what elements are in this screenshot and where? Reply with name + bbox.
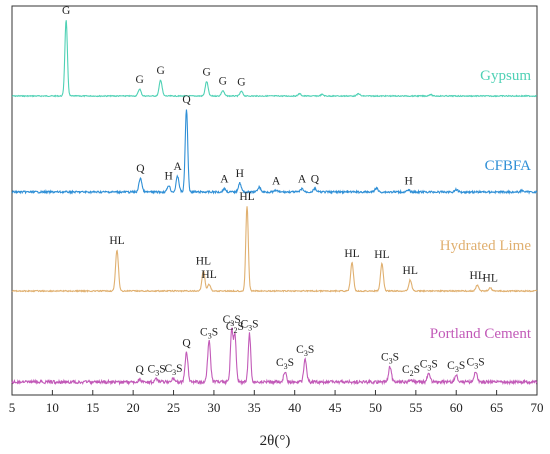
peak-label: Q	[311, 174, 320, 186]
peak-label: Q	[182, 94, 191, 106]
peak-label: C3S	[148, 364, 166, 378]
x-tick-label: 40	[288, 400, 301, 415]
peak-label: A	[272, 175, 281, 187]
x-tick-label: 35	[248, 400, 261, 415]
x-tick-label: 25	[167, 400, 180, 415]
peak-label: Q	[136, 163, 145, 175]
x-tick-label: 15	[86, 400, 99, 415]
peak-label: HL	[483, 273, 498, 285]
x-tick-label: 70	[531, 400, 544, 415]
series-name-cfbfa: CFBFA	[485, 158, 532, 174]
series-line-hydrated-lime	[11, 206, 538, 294]
peak-label: A	[298, 174, 307, 186]
series-names-group: Gypsum CFBFA Hydrated Lime Portland Cement	[430, 68, 532, 342]
peak-label: C3S	[223, 314, 241, 328]
peak-label: G	[237, 76, 245, 88]
peak-label: H	[404, 175, 412, 187]
peak-label: G	[135, 74, 143, 86]
peak-label: H	[236, 168, 244, 180]
peak-label: H	[165, 170, 173, 182]
peak-label: A	[220, 174, 229, 186]
peak-label: C3S	[240, 319, 258, 333]
series-name-portland-cement: Portland Cement	[430, 326, 532, 342]
peak-label: G	[219, 76, 227, 88]
x-tick-label: 45	[329, 400, 342, 415]
peak-label: C3S	[447, 360, 465, 374]
traces-group	[11, 20, 538, 386]
x-tick-label: 55	[409, 400, 422, 415]
peak-label: HL	[201, 269, 216, 281]
x-axis-label: 2θ(°)	[260, 433, 291, 449]
peak-label: HL	[374, 249, 389, 261]
series-line-portland-cement	[11, 327, 538, 386]
peak-label: HL	[196, 256, 211, 268]
x-tick-label: 5	[9, 400, 16, 415]
peak-label: HL	[470, 270, 485, 282]
peak-label: C3S	[467, 357, 485, 371]
peak-label: G	[203, 67, 211, 79]
x-tick-label: 30	[207, 400, 220, 415]
peak-label: C2S	[402, 364, 420, 378]
peak-label: C3S	[200, 326, 218, 340]
peak-label: C3S	[296, 344, 314, 358]
peak-label: Q	[182, 338, 191, 350]
plot-frame	[11, 5, 538, 396]
peak-label: C3S	[381, 352, 399, 366]
peak-label: G	[156, 65, 164, 77]
peak-label: C2S	[226, 321, 244, 335]
peak-label: C3S	[164, 363, 182, 377]
x-tick-label: 10	[46, 400, 59, 415]
peak-label: Q	[135, 364, 144, 376]
series-name-hydrated-lime: Hydrated Lime	[440, 238, 532, 254]
peak-label: HL	[344, 248, 359, 260]
peak-label: C3S	[420, 359, 438, 373]
peak-label: HL	[239, 191, 254, 203]
x-axis: 5 10 15 20 25 30 35 40 45 50 55 60 65 70	[9, 390, 544, 415]
x-tick-label: 60	[450, 400, 463, 415]
series-line-gypsum	[11, 20, 538, 98]
series-name-gypsum: Gypsum	[480, 68, 531, 84]
x-tick-label: 20	[127, 400, 140, 415]
x-tick-label: 50	[369, 400, 382, 415]
peak-label: HL	[109, 235, 124, 247]
x-tick-label: 65	[490, 400, 503, 415]
peak-label: HL	[403, 265, 418, 277]
peak-label: A	[173, 161, 182, 173]
series-line-cfbfa	[11, 109, 538, 195]
peak-label: C3S	[276, 357, 294, 371]
peak-label: G	[62, 5, 70, 17]
